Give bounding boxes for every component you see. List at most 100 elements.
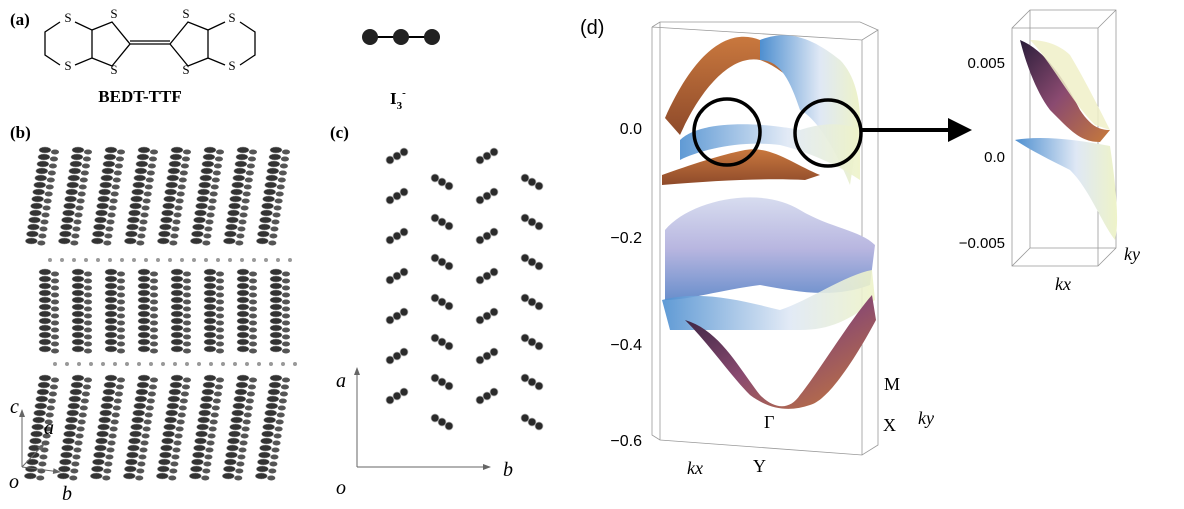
atom-blob	[211, 185, 219, 190]
panel-label: (d)	[580, 17, 604, 39]
atom-blob	[196, 203, 208, 209]
atom-blob	[113, 362, 117, 366]
atom-blob	[269, 462, 277, 467]
atom-blob	[69, 396, 81, 402]
atom-blob	[72, 290, 84, 296]
atom-blob	[133, 182, 145, 188]
atom-blob	[137, 154, 149, 160]
atom-blob	[258, 224, 270, 230]
panel-label: (a)	[10, 10, 30, 29]
atom-blob	[110, 199, 118, 204]
atom-blob	[400, 148, 408, 156]
atom-blob	[39, 375, 51, 381]
atom-blob	[222, 473, 234, 479]
atom-blob	[150, 272, 158, 277]
atom-blob	[91, 466, 103, 472]
atom-blob	[255, 473, 267, 479]
atom: S	[228, 58, 235, 73]
atom-blob	[270, 297, 282, 303]
atom-blob	[137, 382, 149, 388]
atom-blob	[216, 300, 224, 305]
atom-blob	[46, 185, 54, 190]
atom-blob	[204, 147, 216, 153]
atom-blob	[39, 269, 51, 275]
atom-blob	[191, 459, 203, 465]
atom-blob	[105, 332, 117, 338]
atom-blob	[70, 389, 82, 395]
panel-label: (c)	[330, 123, 349, 142]
atom-blob	[97, 203, 109, 209]
atom-blob	[72, 276, 84, 282]
atom-blob	[103, 469, 111, 474]
atom-blob	[64, 203, 76, 209]
atom-blob	[81, 399, 89, 404]
axis-label: a	[336, 370, 346, 392]
atom-blob	[201, 168, 213, 174]
atom-blob	[270, 276, 282, 282]
atom-blob	[48, 399, 56, 404]
tick-label: 0.0	[984, 149, 1005, 166]
atom-blob	[105, 318, 117, 324]
atom-blob	[89, 362, 93, 366]
atom-blob	[192, 452, 204, 458]
atom-blob	[445, 422, 453, 430]
atom-blob	[386, 356, 394, 364]
atom-blob	[247, 392, 255, 397]
atom-blob	[31, 203, 43, 209]
atom-blob	[107, 448, 115, 453]
atom-blob	[185, 362, 189, 366]
atom-blob	[92, 459, 104, 465]
atom-blob	[386, 396, 394, 404]
atom-blob	[438, 178, 446, 186]
atom-blob	[148, 164, 156, 169]
atom-blob	[189, 473, 201, 479]
atom-blob	[37, 389, 49, 395]
atom-blob	[204, 325, 216, 331]
atom-blob	[270, 339, 282, 345]
atom-blob	[280, 164, 288, 169]
atom-blob	[183, 286, 191, 291]
atom-blob	[84, 378, 92, 383]
atom-blob	[223, 238, 235, 244]
atom-blob	[72, 304, 84, 310]
atom-blob	[39, 455, 47, 460]
atom-blob	[230, 424, 242, 430]
atom-blob	[240, 441, 248, 446]
atom-blob	[84, 335, 92, 340]
atom-blob	[282, 279, 290, 284]
atom-blob	[252, 258, 256, 262]
atom-blob	[105, 227, 113, 232]
axis-label: o	[9, 471, 19, 493]
atom-blob	[204, 290, 216, 296]
figure: (a) S S S S S S S S BEDT-TTF I3- (b) c a…	[0, 0, 1184, 509]
atom-blob	[105, 455, 113, 460]
atom-blob	[171, 147, 183, 153]
atom-blob	[215, 157, 223, 162]
atom-blob	[293, 362, 297, 366]
atom-blob	[43, 206, 51, 211]
atom-blob	[140, 220, 148, 225]
atom-blob	[197, 424, 209, 430]
atom-blob	[71, 382, 83, 388]
atom-blob	[190, 466, 202, 472]
atom-blob	[25, 238, 37, 244]
atom-blob	[270, 290, 282, 296]
atom-blob	[183, 321, 191, 326]
atom-blob	[169, 469, 177, 474]
atom-blob	[249, 150, 257, 155]
atom-blob	[39, 311, 51, 317]
atom-blob	[64, 431, 76, 437]
atom-blob	[431, 214, 439, 222]
atom-blob	[129, 210, 141, 216]
atom-blob	[175, 434, 183, 439]
atom-blob	[268, 161, 280, 167]
atom-blob	[245, 178, 253, 183]
atom-blob	[105, 311, 117, 317]
atom-blob	[98, 424, 110, 430]
atom-blob	[282, 300, 290, 305]
atom-blob	[268, 469, 276, 474]
atom-blob	[264, 189, 276, 195]
atom-blob	[237, 311, 249, 317]
atom-blob	[483, 192, 491, 200]
atom-blob	[84, 293, 92, 298]
